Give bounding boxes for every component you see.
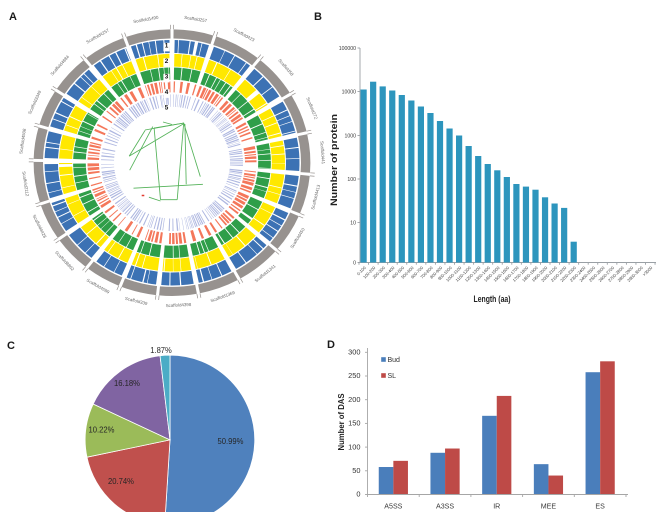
svg-text:MEE: MEE — [541, 502, 557, 510]
svg-text:100000: 100000 — [339, 46, 356, 52]
svg-text:ES: ES — [595, 502, 605, 510]
svg-text:0: 0 — [356, 490, 360, 499]
svg-text:1: 1 — [165, 42, 169, 49]
svg-text:16.18%: 16.18% — [114, 378, 140, 388]
svg-text:3: 3 — [165, 73, 169, 80]
svg-text:Number of protein: Number of protein — [329, 114, 339, 206]
svg-text:10000: 10000 — [342, 89, 357, 95]
svg-text:A: A — [9, 11, 17, 23]
svg-text:100: 100 — [348, 442, 360, 451]
svg-text:A5SS: A5SS — [384, 502, 402, 510]
svg-text:50.99%: 50.99% — [218, 436, 244, 446]
svg-text:Length (aa): Length (aa) — [474, 294, 511, 305]
svg-text:2: 2 — [165, 58, 169, 65]
svg-text:1000: 1000 — [344, 133, 356, 139]
svg-text:50: 50 — [352, 466, 360, 475]
svg-text:10: 10 — [350, 220, 356, 226]
svg-text:300: 300 — [348, 348, 360, 357]
svg-text:5: 5 — [165, 104, 169, 111]
svg-text:0: 0 — [353, 260, 356, 266]
svg-text:B: B — [314, 11, 322, 23]
svg-text:100: 100 — [347, 177, 356, 183]
svg-text:150: 150 — [348, 419, 360, 428]
svg-text:Number of DAS: Number of DAS — [336, 393, 346, 450]
svg-text:D: D — [327, 339, 335, 351]
svg-text:1.87%: 1.87% — [150, 345, 172, 355]
svg-text:SL: SL — [388, 373, 397, 380]
svg-text:C: C — [7, 340, 15, 352]
svg-text:4: 4 — [165, 89, 169, 96]
svg-text:Bud: Bud — [388, 357, 401, 364]
svg-text:200: 200 — [348, 395, 360, 404]
svg-text:10.22%: 10.22% — [89, 425, 115, 435]
svg-text:20.74%: 20.74% — [108, 476, 134, 486]
svg-text:IR: IR — [493, 502, 500, 510]
svg-text:250: 250 — [348, 371, 360, 380]
svg-text:A3SS: A3SS — [436, 502, 454, 510]
